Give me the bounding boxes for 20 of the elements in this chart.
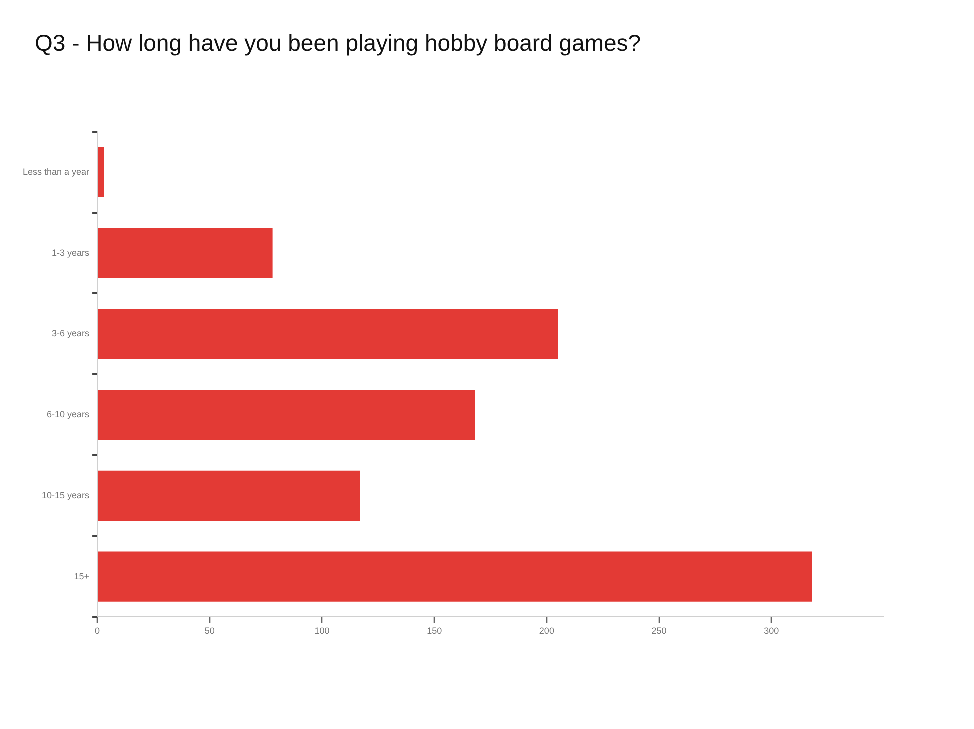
x-tick-label: 50	[204, 626, 215, 636]
y-tick-label: 1-3 years	[52, 248, 90, 258]
x-tick-label: 300	[764, 626, 780, 636]
x-tick-label: 0	[95, 626, 100, 636]
bar	[98, 228, 273, 278]
bar	[98, 552, 812, 602]
y-tick-label: 3-6 years	[52, 328, 90, 339]
bar	[98, 470, 360, 521]
x-tick-label: 150	[427, 626, 442, 636]
x-tick-label: 100	[314, 626, 330, 636]
bar	[98, 309, 558, 360]
chart-title: Q3 - How long have you been playing hobby board games?	[35, 30, 642, 57]
y-tick-label: 6-10 years	[47, 410, 90, 420]
bar	[98, 390, 476, 440]
y-tick-label: 15+	[74, 571, 90, 582]
bar	[98, 147, 104, 198]
x-tick-label: 250	[652, 626, 667, 636]
y-tick-label: Less than a year	[22, 166, 90, 177]
x-tick-label: 200	[539, 626, 554, 636]
y-tick-label: 10-15 years	[42, 490, 90, 500]
